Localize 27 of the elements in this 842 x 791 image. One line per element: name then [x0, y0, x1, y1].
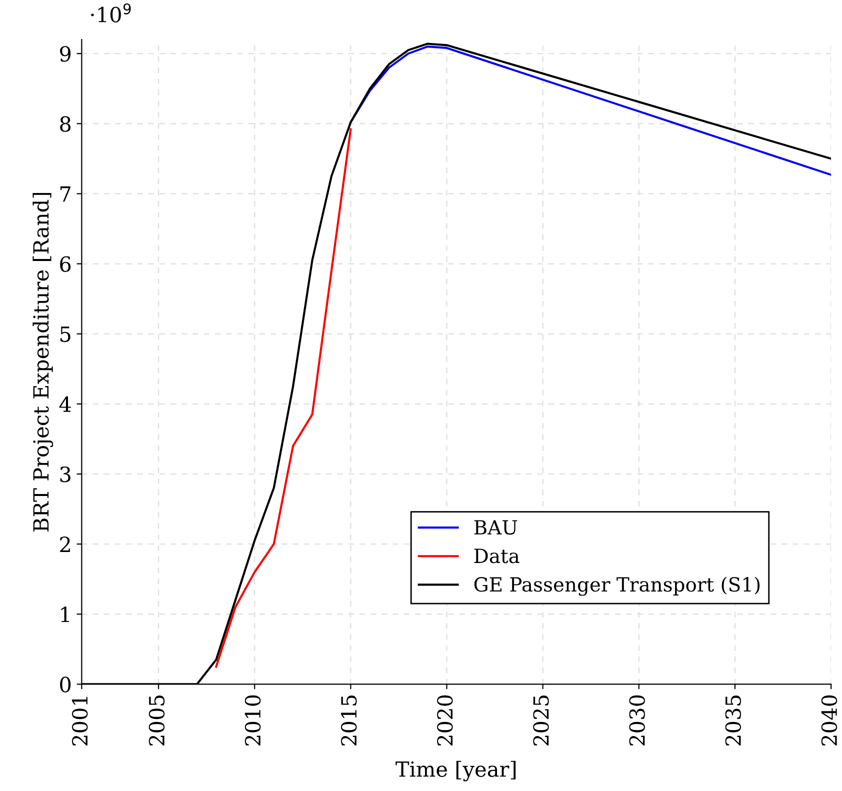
y-tick-label: 5	[60, 326, 70, 342]
y-tick-label: 0	[60, 676, 71, 692]
x-tick-label: 2010	[244, 695, 261, 746]
y-tick-label: 1	[61, 606, 69, 622]
x-tick-label: 2005	[148, 696, 165, 746]
y-tick-label: 2	[60, 536, 70, 552]
y-tick-label: 4	[59, 396, 71, 412]
legend-label: Data	[474, 548, 520, 564]
x-tick-label: 2040	[821, 695, 838, 746]
text: ·10$^{9}$	[91, 3, 131, 22]
x-tick-label: 2030	[629, 695, 645, 746]
y-tick-label: 9	[60, 46, 71, 62]
line-series	[350, 46, 832, 176]
x-tick-label: 2035	[725, 696, 742, 746]
line-series	[215, 128, 352, 668]
y-tick-label: 3	[60, 466, 70, 482]
x-tick-label: 2015	[340, 696, 357, 746]
x-tick-label: 2001	[72, 696, 88, 746]
y-axis-title: BRT Project Expenditure [Rand]	[32, 192, 54, 532]
legend-label: GE Passenger Transport (S1)	[474, 576, 760, 596]
x-tick-label: 2020	[437, 695, 453, 746]
x-tick-label: 2025	[533, 696, 549, 746]
x-axis-title: Time [year]	[396, 760, 516, 782]
y-tick-label: 6	[60, 256, 71, 272]
legend-label: BAU	[474, 520, 518, 535]
y-tick-label: 8	[60, 116, 71, 132]
y-tick-label: 7	[60, 186, 70, 202]
